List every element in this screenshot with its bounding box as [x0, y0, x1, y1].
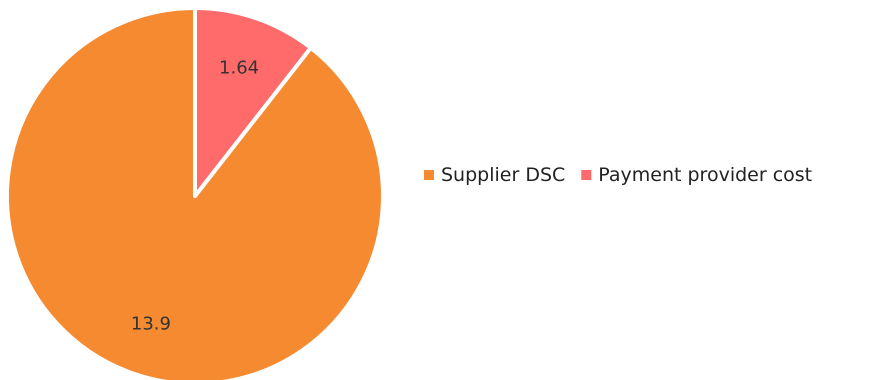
pie-data-label-1: 1.64 [219, 58, 259, 79]
legend-label-0: Supplier DSC [441, 164, 565, 186]
pie-slices [4, 6, 385, 380]
legend-swatch-0 [424, 170, 434, 180]
legend-item-1: Payment provider cost [581, 164, 812, 186]
pie-slice-1 [193, 6, 313, 198]
pie-data-label-0: 13.9 [131, 313, 171, 334]
pie-data-labels: 13.9 1.64 [131, 58, 259, 335]
legend-item-0: Supplier DSC [424, 164, 565, 186]
chart-legend: Supplier DSC Payment provider cost [424, 164, 812, 186]
legend-swatch-1 [581, 170, 592, 180]
legend-label-1: Payment provider cost [598, 164, 812, 186]
